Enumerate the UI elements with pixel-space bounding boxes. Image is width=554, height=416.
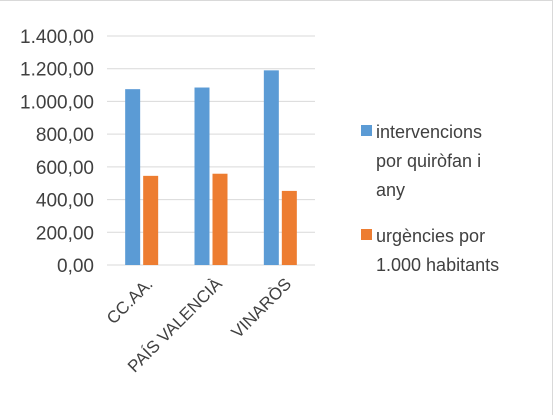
y-tick-label: 400,00 bbox=[36, 191, 94, 212]
bar bbox=[263, 70, 279, 265]
bar bbox=[212, 173, 228, 265]
y-tick-label: 200,00 bbox=[36, 223, 94, 244]
y-axis-tick-labels: 0,00 200,00 400,00 600,00 800,00 1.000,00 1.20… bbox=[20, 27, 94, 277]
y-tick-label: 800,00 bbox=[36, 125, 94, 146]
legend-entry: intervencions por quiròfan i any bbox=[376, 122, 482, 200]
bar bbox=[194, 87, 210, 266]
legend: intervencions por quiròfan i any urgències … bbox=[361, 122, 499, 275]
legend-swatch bbox=[361, 125, 372, 136]
bars bbox=[125, 70, 297, 266]
bar bbox=[125, 89, 141, 266]
y-tick-label: 600,00 bbox=[36, 158, 94, 179]
x-axis-category-labels: CC.AA.PAÍS VALENCIÀ VINARÒS bbox=[103, 274, 295, 376]
legend-swatch bbox=[361, 229, 372, 240]
category-label: VINARÒS bbox=[228, 274, 296, 342]
category-label: CC.AA. bbox=[103, 274, 157, 328]
y-tick-label: 1.000,00 bbox=[20, 92, 94, 113]
bar bbox=[281, 190, 297, 265]
y-tick-label: 1.400,00 bbox=[20, 27, 94, 48]
y-tick-label: 0,00 bbox=[57, 256, 94, 277]
legend-entry: urgències por 1.000 habitants bbox=[376, 226, 499, 275]
gridlines bbox=[107, 35, 315, 266]
bar bbox=[143, 175, 159, 265]
y-tick-label: 1.200,00 bbox=[20, 60, 94, 81]
